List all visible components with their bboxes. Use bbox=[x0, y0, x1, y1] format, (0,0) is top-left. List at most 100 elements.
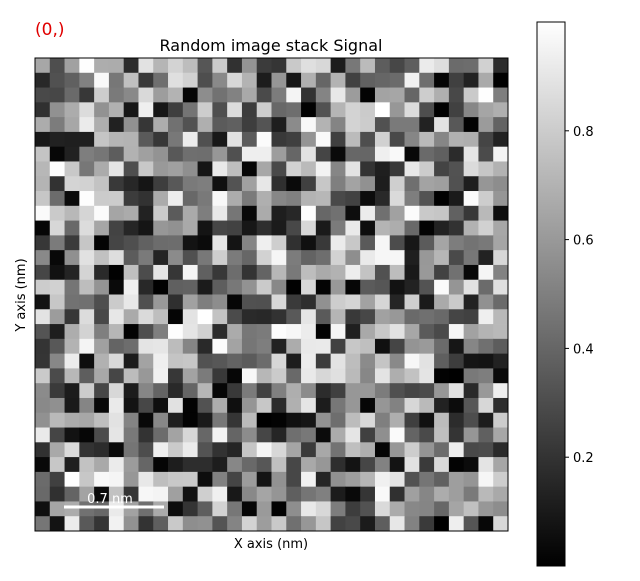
heatmap-cell bbox=[315, 146, 332, 162]
heatmap-cell bbox=[463, 264, 479, 281]
heatmap-cell bbox=[360, 383, 376, 399]
heatmap-cell bbox=[493, 279, 509, 295]
heatmap-cell bbox=[345, 309, 361, 325]
heatmap-cell bbox=[35, 516, 51, 532]
y-axis-label: Y axis (nm) bbox=[14, 258, 29, 332]
heatmap-cell bbox=[315, 58, 332, 74]
heatmap-cell bbox=[138, 235, 154, 251]
heatmap-cell bbox=[94, 250, 110, 266]
heatmap-cell bbox=[153, 294, 169, 310]
heatmap-cell bbox=[330, 412, 346, 428]
heatmap-cell bbox=[197, 516, 213, 532]
heatmap-cell bbox=[79, 309, 95, 325]
heatmap-cell bbox=[138, 87, 154, 103]
heatmap-cell bbox=[463, 161, 479, 177]
heatmap-cell bbox=[404, 324, 420, 340]
heatmap-cell bbox=[64, 457, 80, 473]
heatmap-cell bbox=[301, 501, 317, 517]
heatmap-cell bbox=[241, 486, 258, 502]
heatmap-cell bbox=[168, 383, 184, 399]
heatmap-cell bbox=[315, 309, 332, 325]
heatmap-cell bbox=[256, 279, 272, 295]
heatmap-cell bbox=[404, 294, 420, 310]
heatmap-cell bbox=[301, 457, 317, 473]
heatmap-cell bbox=[271, 501, 287, 517]
heatmap-cell bbox=[241, 471, 258, 488]
heatmap-cell bbox=[478, 471, 494, 488]
heatmap-cell bbox=[389, 309, 405, 325]
heatmap-cell bbox=[94, 383, 110, 399]
heatmap-cell bbox=[419, 471, 435, 488]
heatmap-cell bbox=[168, 205, 184, 221]
heatmap-cell bbox=[493, 471, 509, 488]
heatmap-cell bbox=[463, 117, 479, 133]
heatmap-cell bbox=[448, 294, 465, 310]
heatmap-cell bbox=[301, 176, 317, 192]
heatmap-cell bbox=[389, 501, 405, 517]
heatmap-cell bbox=[123, 264, 139, 281]
heatmap-cell bbox=[301, 368, 317, 384]
heatmap-cell bbox=[138, 131, 154, 148]
heatmap-cell bbox=[419, 442, 435, 458]
heatmap-cell bbox=[94, 191, 110, 207]
heatmap-cell bbox=[241, 412, 258, 428]
heatmap-cell bbox=[448, 264, 465, 281]
heatmap-cell bbox=[153, 161, 169, 177]
heatmap-cell bbox=[108, 161, 125, 177]
heatmap-cell bbox=[241, 309, 258, 325]
heatmap-cell bbox=[463, 146, 479, 162]
heatmap-cell bbox=[227, 131, 243, 148]
heatmap-cell bbox=[79, 338, 95, 355]
heatmap-cell bbox=[463, 501, 479, 517]
heatmap-cell bbox=[168, 161, 184, 177]
heatmap-cell bbox=[49, 117, 65, 133]
heatmap-cell bbox=[434, 427, 450, 443]
heatmap-cell bbox=[478, 264, 494, 281]
heatmap-cell bbox=[138, 442, 154, 458]
heatmap-cell bbox=[360, 294, 376, 310]
heatmap-cell bbox=[286, 87, 302, 103]
heatmap-cell bbox=[330, 324, 346, 340]
heatmap-cell bbox=[197, 161, 213, 177]
heatmap-cell bbox=[374, 131, 391, 148]
heatmap-cell bbox=[286, 457, 302, 473]
heatmap-cell bbox=[168, 220, 184, 236]
heatmap-cell bbox=[374, 516, 391, 532]
heatmap-cell bbox=[271, 368, 287, 384]
heatmap-cell bbox=[153, 501, 169, 517]
heatmap-cell bbox=[345, 501, 361, 517]
heatmap-cell bbox=[123, 87, 139, 103]
heatmap-cell bbox=[108, 87, 125, 103]
heatmap-cell bbox=[434, 368, 450, 384]
heatmap-cell bbox=[241, 250, 258, 266]
heatmap-cell bbox=[138, 264, 154, 281]
heatmap-cell bbox=[168, 146, 184, 162]
heatmap-cell bbox=[345, 220, 361, 236]
heatmap-cell bbox=[108, 235, 125, 251]
heatmap-cell bbox=[168, 324, 184, 340]
heatmap-cell bbox=[108, 131, 125, 148]
heatmap-cell bbox=[374, 309, 391, 325]
heatmap-cell bbox=[241, 397, 258, 414]
heatmap-cell bbox=[493, 442, 509, 458]
heatmap-cell bbox=[434, 486, 450, 502]
heatmap-cell bbox=[79, 457, 95, 473]
heatmap-cell bbox=[153, 324, 169, 340]
heatmap-cell bbox=[419, 264, 435, 281]
heatmap-cell bbox=[360, 457, 376, 473]
heatmap-cell bbox=[227, 161, 243, 177]
heatmap-cell bbox=[389, 250, 405, 266]
colorbar bbox=[536, 21, 566, 567]
heatmap-cell bbox=[138, 397, 154, 414]
heatmap-cell bbox=[448, 397, 465, 414]
heatmap-cell bbox=[182, 442, 198, 458]
heatmap-cell bbox=[345, 161, 361, 177]
heatmap-cell bbox=[138, 516, 154, 532]
heatmap-cell bbox=[153, 250, 169, 266]
heatmap-cell bbox=[330, 383, 346, 399]
heatmap-cell bbox=[404, 72, 420, 88]
heatmap-cell bbox=[478, 368, 494, 384]
heatmap-cell bbox=[286, 220, 302, 236]
heatmap-cell bbox=[478, 412, 494, 428]
heatmap-cell bbox=[49, 235, 65, 251]
